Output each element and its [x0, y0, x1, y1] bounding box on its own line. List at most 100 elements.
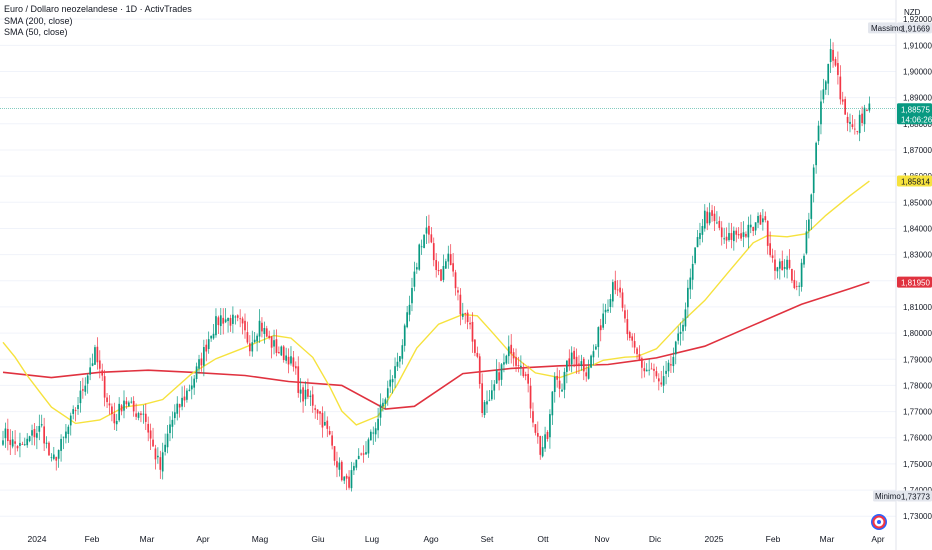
candle-down — [292, 357, 295, 367]
candle-down — [575, 356, 578, 366]
candle-up — [747, 224, 750, 238]
candle-up — [195, 366, 198, 380]
candle-down — [713, 213, 716, 222]
candle-up — [350, 470, 353, 489]
candle-down — [261, 322, 263, 332]
candle-up — [490, 390, 493, 400]
candle-up — [173, 412, 176, 419]
candle-down — [336, 461, 338, 468]
candle-up — [285, 355, 287, 361]
candle-up — [86, 375, 89, 384]
candle-up — [389, 379, 392, 387]
candle-up — [394, 366, 396, 379]
candle-down — [711, 210, 713, 216]
candle-up — [810, 194, 813, 219]
candle-down — [795, 286, 798, 287]
x-tick-label: Ago — [423, 534, 438, 544]
candle-down — [582, 358, 585, 372]
legend-sma200[interactable]: SMA (200, close) — [4, 15, 73, 26]
candle-down — [74, 410, 77, 411]
candle-up — [118, 403, 121, 421]
candle-down — [307, 389, 309, 397]
candle-down — [660, 382, 663, 385]
currency-label[interactable]: NZD — [904, 8, 921, 17]
tradingview-logo[interactable] — [871, 514, 887, 530]
candle-down — [527, 373, 529, 384]
candle-up — [115, 420, 118, 425]
candle-up — [365, 452, 367, 455]
candle-up — [57, 449, 60, 459]
candle-down — [641, 358, 643, 368]
chart-legend: Euro / Dollaro neozelandese · 1D · Activ… — [4, 4, 192, 39]
candle-down — [457, 290, 459, 293]
candle-down — [844, 99, 847, 115]
candle-up — [662, 376, 665, 386]
candle-up — [403, 325, 406, 346]
candle-up — [181, 397, 183, 407]
x-tick-label: Dic — [649, 534, 662, 544]
x-tick-label: Lug — [365, 534, 379, 544]
candle-up — [817, 125, 820, 142]
candle-down — [781, 260, 784, 271]
y-tick-label: 1,79000 — [903, 355, 932, 364]
candle-down — [246, 332, 249, 343]
candle-down — [788, 259, 791, 269]
x-tick-label: Mag — [252, 534, 269, 544]
candle-up — [595, 346, 597, 350]
candle-up — [382, 402, 384, 407]
candle-down — [628, 332, 631, 338]
candle-up — [299, 389, 302, 394]
legend-title[interactable]: Euro / Dollaro neozelandese · 1D · Activ… — [4, 4, 192, 14]
candle-down — [558, 380, 561, 389]
x-tick-label: Apr — [196, 534, 209, 544]
candle-down — [435, 260, 438, 270]
candle-up — [369, 431, 372, 441]
candle-down — [670, 364, 672, 366]
candle-up — [26, 438, 29, 446]
candle-up — [353, 466, 355, 471]
candle-up — [256, 335, 258, 342]
candle-up — [803, 255, 805, 265]
candle-down — [314, 408, 317, 410]
candle-up — [215, 316, 217, 336]
candle-down — [478, 356, 481, 384]
candle-up — [50, 457, 53, 459]
y-tick-label: 1,73000 — [903, 512, 932, 521]
y-tick-label: 1,83000 — [903, 251, 932, 260]
candle-up — [849, 121, 851, 124]
candle-up — [166, 433, 169, 448]
candle-down — [275, 339, 278, 353]
candle-down — [769, 243, 771, 256]
candle-down — [832, 49, 834, 61]
candle-down — [851, 124, 854, 128]
x-tick-label: 2024 — [28, 534, 47, 544]
legend-sma50[interactable]: SMA (50, close) — [4, 27, 68, 37]
candle-down — [718, 220, 721, 228]
candle-up — [343, 476, 346, 481]
candle-up — [253, 339, 256, 343]
candle-down — [239, 318, 242, 320]
y-tick-label: 1,75000 — [903, 460, 932, 469]
candle-up — [379, 404, 382, 418]
candle-down — [861, 113, 863, 123]
y-tick-label: 1,76000 — [903, 434, 932, 443]
candle-down — [345, 475, 348, 479]
candle-up — [691, 263, 694, 280]
candle-down — [328, 430, 331, 435]
time-axis[interactable]: 2024 Feb Mar Apr Mag Giu Lug Ago Set Ott Nov Dic 202… — [28, 534, 885, 544]
candle-down — [103, 376, 106, 398]
candle-up — [703, 210, 706, 229]
candle-down — [839, 76, 842, 100]
candle-up — [699, 233, 701, 239]
price-axis[interactable]: 1,92000 1,91000 1,90000 1,89000 1,88000 1,870… — [903, 15, 932, 521]
candle-down — [244, 320, 246, 331]
candle-up — [219, 315, 222, 327]
candle-down — [568, 358, 571, 365]
candle-up — [551, 391, 554, 416]
candle-up — [415, 267, 418, 270]
candle-up — [130, 401, 133, 403]
candle-down — [469, 322, 471, 325]
candle-down — [633, 341, 636, 348]
candle-down — [452, 263, 454, 272]
